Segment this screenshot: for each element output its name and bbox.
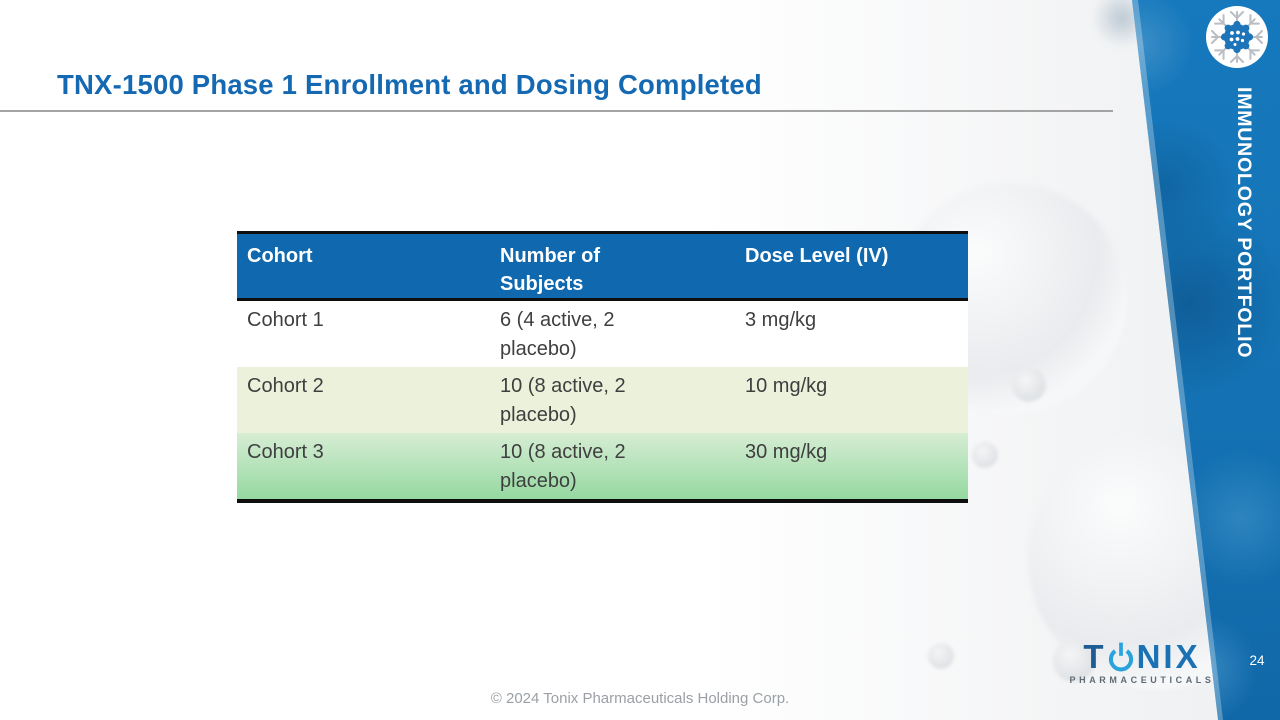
col-header-subjects: Number of Subjects	[490, 232, 735, 301]
col-header-dose: Dose Level (IV)	[735, 232, 968, 301]
cell-dose: 3 mg/kg	[745, 309, 817, 331]
title-divider	[0, 110, 1113, 112]
cell-subjects: 6 (4 active, 2 placebo)	[500, 309, 615, 360]
table-header-row: Cohort Number of Subjects Dose Level (IV…	[237, 232, 968, 301]
table-row: Cohort 1 6 (4 active, 2 placebo) 3 mg/kg	[237, 299, 968, 367]
molecule-watermark	[1053, 640, 1095, 682]
sidebar-label: IMMUNOLOGY PORTFOLIO	[1233, 87, 1255, 359]
cell-dose: 10 mg/kg	[745, 375, 828, 397]
col-header-cohort: Cohort	[237, 232, 490, 301]
table-row: Cohort 2 10 (8 active, 2 placebo) 10 mg/…	[237, 367, 968, 433]
page-number: 24	[1249, 653, 1265, 668]
logo-letters-nix: NIX	[1136, 638, 1201, 675]
molecule-watermark	[972, 442, 998, 468]
molecule-watermark	[928, 643, 954, 669]
tonix-logo-wordmark: T NIX	[1068, 640, 1216, 674]
immunology-virus-icon	[1206, 6, 1268, 68]
cell-cohort: Cohort 2	[247, 375, 324, 397]
cell-dose: 30 mg/kg	[745, 441, 828, 463]
table-row: Cohort 3 10 (8 active, 2 placebo) 30 mg/…	[237, 433, 968, 501]
cell-subjects: 10 (8 active, 2 placebo)	[500, 375, 626, 426]
molecule-watermark	[1012, 368, 1046, 402]
logo-subtitle: PHARMACEUTICALS	[1069, 675, 1215, 685]
tonix-logo: T NIX PHARMACEUTICALS	[1068, 640, 1216, 686]
copyright-text: © 2024 Tonix Pharmaceuticals Holding Cor…	[490, 690, 790, 707]
cohort-table: Cohort Number of Subjects Dose Level (IV…	[237, 231, 968, 503]
cell-cohort: Cohort 3	[247, 441, 324, 463]
slide-title: TNX-1500 Phase 1 Enrollment and Dosing C…	[57, 69, 762, 100]
power-button-icon	[1108, 642, 1133, 672]
cell-subjects: 10 (8 active, 2 placebo)	[500, 441, 626, 492]
logo-letter-t: T	[1083, 638, 1106, 675]
cell-cohort: Cohort 1	[247, 309, 324, 331]
